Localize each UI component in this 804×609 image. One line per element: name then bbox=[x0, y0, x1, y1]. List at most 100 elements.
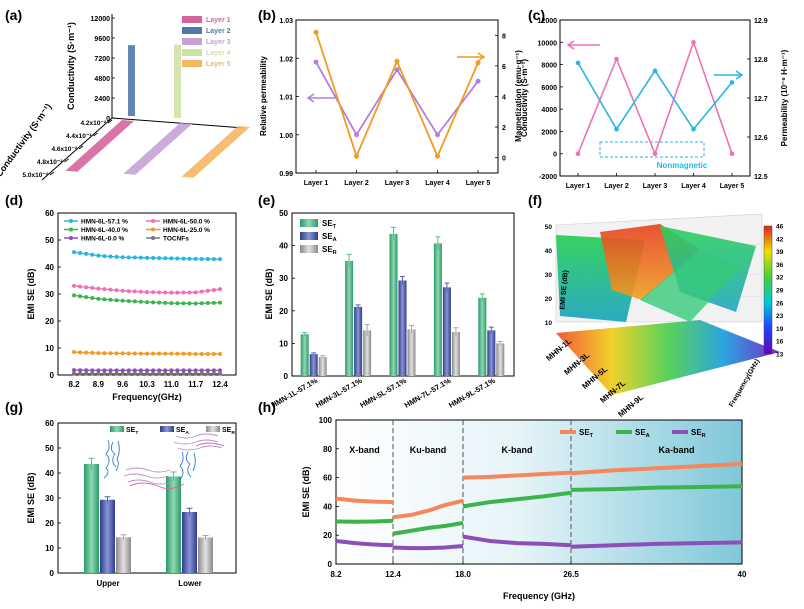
b-point bbox=[475, 78, 481, 84]
h-ytick-label: 0 bbox=[328, 560, 333, 569]
e-legend-label: SER bbox=[322, 245, 337, 256]
d-point bbox=[181, 301, 186, 306]
b-series-line bbox=[315, 61, 479, 137]
d-point bbox=[181, 371, 186, 376]
d-point bbox=[169, 290, 174, 295]
d-legend-label: HMN-6L-0.0 % bbox=[81, 236, 125, 243]
b-point bbox=[354, 132, 359, 138]
f-ztick-label: 50 bbox=[545, 224, 553, 231]
h-legend-label: SET bbox=[579, 428, 594, 439]
h-plot-background bbox=[336, 420, 742, 564]
d-point bbox=[181, 368, 186, 373]
d-point bbox=[145, 255, 149, 260]
d-point bbox=[199, 368, 204, 373]
h-series-line bbox=[335, 518, 394, 524]
a-legend-swatch bbox=[182, 16, 202, 23]
a-ztick bbox=[93, 132, 98, 137]
a-bar bbox=[128, 45, 135, 116]
e-ytick-label: 50 bbox=[279, 209, 288, 218]
d-point bbox=[96, 253, 101, 258]
e-bar bbox=[451, 331, 460, 376]
d-point bbox=[157, 290, 162, 295]
c-arrow-right-icon bbox=[714, 70, 744, 80]
d-point bbox=[138, 299, 143, 304]
d-legend-label: HMN-6L-57.1 % bbox=[81, 219, 128, 226]
d-point bbox=[199, 256, 204, 261]
a-ztick bbox=[64, 158, 69, 163]
d-point bbox=[145, 371, 149, 376]
d-point bbox=[126, 299, 131, 304]
a-legend-label: Layer 1 bbox=[206, 17, 231, 24]
e-ytick-label: 20 bbox=[279, 307, 288, 316]
e-ytick-label: 0 bbox=[284, 372, 289, 381]
d-point bbox=[169, 351, 174, 356]
a-axis-depth bbox=[41, 117, 113, 181]
d-point bbox=[169, 301, 174, 306]
d-point bbox=[90, 350, 95, 355]
d-point bbox=[169, 371, 174, 376]
d-point bbox=[96, 371, 101, 376]
h-ytick-label: 60 bbox=[323, 474, 332, 483]
d-point bbox=[126, 371, 131, 376]
h-xtick-label: 40 bbox=[738, 570, 747, 579]
a-ytick-label: 9600 bbox=[94, 36, 110, 43]
d-legend-label: HMN-6L-25.0 % bbox=[163, 227, 210, 234]
d-point bbox=[90, 295, 95, 300]
f-colorbar-label: 32 bbox=[776, 275, 784, 282]
d-point bbox=[187, 290, 192, 295]
h-series-line bbox=[570, 484, 743, 492]
d-point bbox=[157, 300, 162, 305]
b-point bbox=[475, 60, 481, 66]
d-point bbox=[205, 257, 210, 262]
d-ytick-label: 50 bbox=[45, 236, 54, 245]
d-ytick-label: 10 bbox=[45, 344, 54, 353]
e-ytick-label: 30 bbox=[279, 274, 288, 283]
g-legend-label: SEA bbox=[176, 427, 189, 436]
d-point bbox=[90, 368, 95, 373]
c-ytick-label: 6000 bbox=[541, 85, 557, 92]
c-ytick-label: 8000 bbox=[541, 63, 557, 70]
d-point bbox=[187, 301, 192, 306]
d-legend-label: HMN-6L-50.0 % bbox=[163, 219, 210, 226]
d-point bbox=[193, 368, 198, 373]
panel-a-chart: Conductivity (S·m⁻¹) Conductivity (S·m⁻¹… bbox=[0, 14, 250, 181]
e-bar bbox=[354, 306, 363, 376]
g-legend-swatch bbox=[206, 426, 220, 432]
d-point bbox=[114, 368, 119, 373]
c-xtick-label: Layer 2 bbox=[604, 183, 629, 190]
h-series-line bbox=[462, 470, 572, 480]
d-point bbox=[96, 368, 101, 373]
c-xtick-label: Layer 4 bbox=[681, 183, 706, 190]
b-y2tick-label: 0 bbox=[502, 156, 506, 163]
a-ytick-label: 0 bbox=[106, 116, 110, 123]
f-colorbar-label: 42 bbox=[776, 236, 784, 243]
d-point bbox=[138, 289, 143, 294]
g-ytick-label: 40 bbox=[45, 469, 54, 478]
d-point bbox=[175, 256, 180, 261]
a-axis-title-z: Conductivity (S·m⁻¹) bbox=[0, 102, 53, 179]
d-point bbox=[90, 371, 95, 376]
b-series-line bbox=[315, 31, 479, 159]
b-point bbox=[313, 59, 319, 65]
f-category-label: MHN-1L bbox=[544, 337, 573, 363]
d-point bbox=[96, 296, 101, 301]
d-point bbox=[169, 368, 174, 373]
d-point bbox=[120, 288, 125, 293]
h-series-line bbox=[335, 538, 394, 548]
d-xtick-label: 10.3 bbox=[139, 380, 155, 389]
a-legend-label: Layer 4 bbox=[206, 50, 231, 57]
d-ytick-label: 40 bbox=[45, 263, 54, 272]
g-bar bbox=[166, 476, 181, 573]
a-ztick bbox=[78, 145, 84, 150]
d-point bbox=[108, 368, 113, 373]
e-legend-label: SET bbox=[322, 219, 337, 230]
e-legend-label: SEA bbox=[322, 232, 337, 243]
d-point bbox=[199, 301, 204, 306]
e-bar bbox=[496, 343, 505, 376]
b-axis-title-left: Relative permeability bbox=[259, 55, 268, 136]
a-ytick-label: 12000 bbox=[91, 16, 111, 23]
a-bar-flat bbox=[65, 120, 134, 172]
d-legend-marker bbox=[151, 236, 155, 240]
h-series-line bbox=[570, 540, 743, 549]
